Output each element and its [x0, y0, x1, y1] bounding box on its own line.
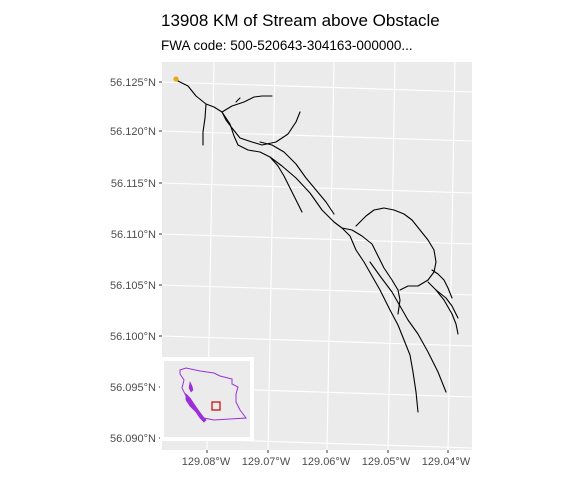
y-tick-label: 56.120°N [110, 126, 156, 138]
map-subtitle: FWA code: 500-520643-304163-000000... [161, 38, 413, 53]
vancouver-island-icon [185, 393, 207, 423]
stream-main [175, 79, 419, 413]
stream-tributary [369, 261, 447, 393]
stream-tributary [355, 207, 437, 291]
stream-tributary [235, 97, 241, 103]
x-axis [206, 450, 449, 453]
stream-tributary [259, 141, 335, 215]
x-tick-label: 129.07°W [242, 456, 291, 468]
y-tick-label: 56.100°N [110, 331, 156, 343]
y-tick-label: 56.125°N [110, 77, 156, 89]
stream-tributary [221, 95, 273, 113]
y-tick-label: 56.095°N [110, 382, 156, 394]
stream-tributary [202, 103, 207, 146]
y-tick-label: 56.110°N [111, 229, 156, 241]
stream-tributary [435, 289, 459, 335]
y-tick-label: 56.090°N [110, 433, 156, 445]
stream-network [175, 79, 459, 413]
map-title: 13908 KM of Stream above Obstacle [161, 11, 440, 30]
locator-box [211, 401, 221, 411]
x-tick-label: 129.04°W [422, 456, 471, 468]
stream-tributary [427, 281, 459, 319]
haida-gwaii-icon [188, 381, 194, 393]
x-tick-label: 129.08°W [182, 456, 231, 468]
stream-tributary [221, 111, 301, 146]
obstacle-point [173, 76, 179, 82]
x-tick-label: 129.06°W [302, 456, 351, 468]
x-tick-label: 129.05°W [362, 456, 411, 468]
stream-tributary [341, 227, 401, 315]
y-tick-label: 56.105°N [110, 280, 156, 292]
inset-locator-map [160, 357, 254, 441]
stream-tributary [431, 269, 453, 299]
stream-tributary [269, 156, 303, 213]
y-tick-label: 56.115°N [111, 178, 156, 190]
bc-province-outline-icon [179, 367, 247, 421]
